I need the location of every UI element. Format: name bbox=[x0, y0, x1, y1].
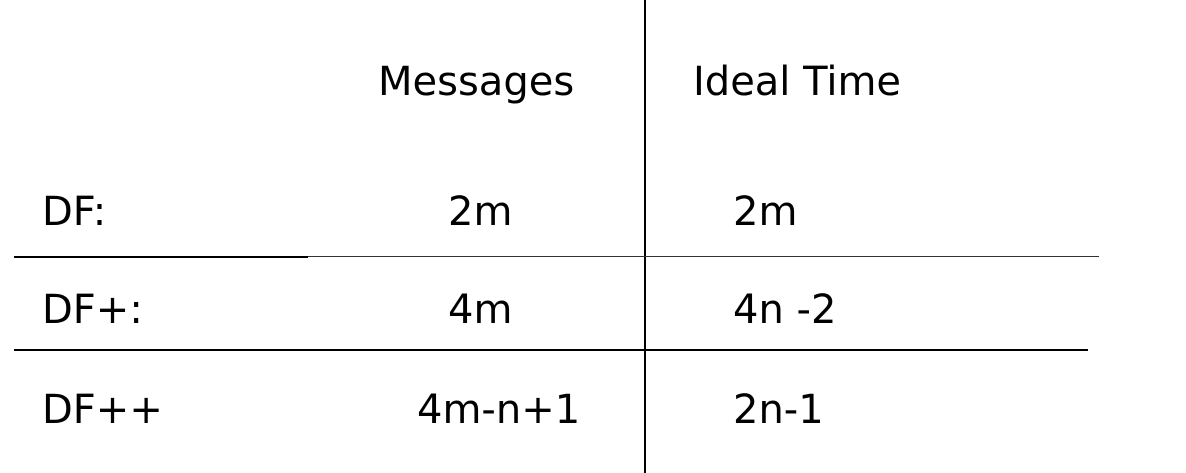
row-df-plus-messages: 4m bbox=[448, 287, 513, 333]
row-divider-1-right bbox=[308, 256, 1099, 257]
header-messages: Messages bbox=[378, 59, 575, 105]
column-divider bbox=[644, 0, 646, 473]
row-label-df: DF: bbox=[42, 189, 107, 235]
row-df-plus-ideal-time: 4n -2 bbox=[733, 287, 837, 333]
row-divider-2 bbox=[14, 349, 1088, 351]
row-df-messages: 2m bbox=[448, 189, 513, 235]
row-df-plus-plus-messages: 4m-n+1 bbox=[417, 387, 581, 433]
row-df-plus-plus-ideal-time: 2n-1 bbox=[733, 387, 824, 433]
header-ideal-time: Ideal Time bbox=[693, 59, 902, 105]
row-divider-1-left bbox=[14, 256, 308, 258]
row-df-ideal-time: 2m bbox=[733, 189, 798, 235]
row-label-df-plus-plus: DF++ bbox=[42, 387, 163, 433]
row-label-df-plus: DF+: bbox=[42, 287, 143, 333]
